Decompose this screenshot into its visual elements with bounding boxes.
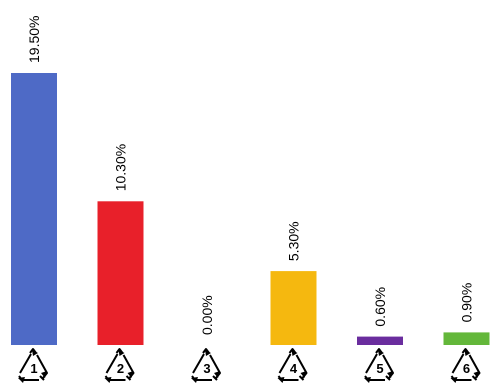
value-label-4: 5.30%: [286, 221, 302, 261]
value-label-6: 0.90%: [459, 283, 475, 323]
category-label-2: 2: [117, 361, 124, 376]
recycle-icon-1: 1: [18, 348, 48, 383]
value-label-2: 10.30%: [113, 144, 129, 191]
recycle-icon-5: 5: [364, 348, 394, 383]
category-label-4: 4: [290, 361, 298, 376]
recycle-icon-4: 4: [277, 348, 308, 383]
bar-6: [443, 332, 490, 345]
recycle-icon-3: 3: [191, 348, 221, 383]
value-label-3: 0.00%: [199, 295, 215, 335]
recycle-icon-2: 2: [104, 348, 135, 383]
category-label-5: 5: [376, 361, 383, 376]
category-label-6: 6: [463, 361, 470, 376]
category-label-3: 3: [203, 361, 210, 376]
bar-2: [97, 201, 144, 345]
bars-layer: [11, 73, 490, 345]
category-icons-layer: 1 2 3 4 5 6: [18, 348, 481, 383]
bar-5: [357, 336, 403, 345]
bar-4: [270, 271, 317, 345]
recycle-icon-6: 6: [450, 348, 481, 383]
value-label-1: 19.50%: [26, 16, 42, 63]
value-label-5: 0.60%: [372, 287, 388, 327]
category-label-1: 1: [30, 361, 37, 376]
bar-1: [11, 73, 57, 345]
value-labels-layer: 19.50% 10.30% 0.00% 5.30% 0.60% 0.90%: [26, 16, 475, 335]
